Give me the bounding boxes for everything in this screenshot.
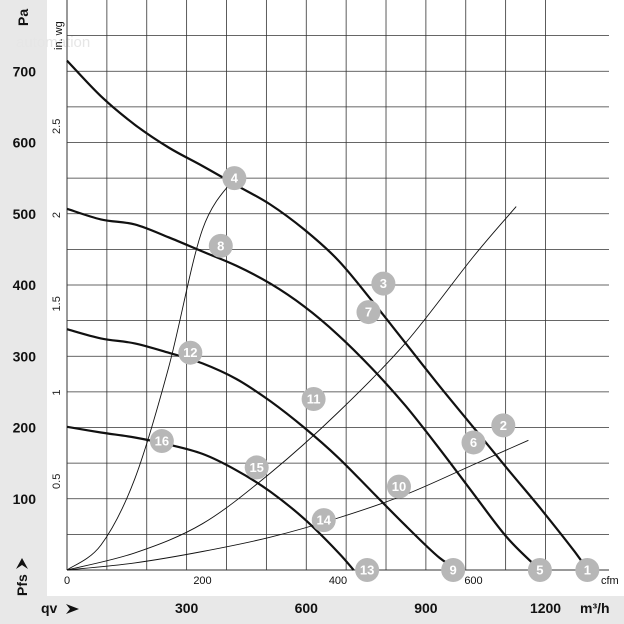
system-curve-2: [66, 206, 517, 571]
fan-curve-1: [66, 59, 589, 571]
y-secondary-tick-label: 1: [51, 389, 63, 395]
marker-circle: [178, 340, 203, 365]
marker-label: 7: [365, 305, 372, 320]
x-secondary-tick-label: 0: [64, 575, 70, 587]
x-tick-label: 900: [414, 600, 438, 616]
marker-label: 3: [380, 276, 387, 291]
marker-circle: [301, 387, 326, 411]
marker-label: 5: [536, 563, 543, 578]
y-secondary-tick-label: 2: [51, 212, 63, 218]
y-axis-arrow-icon: [16, 558, 28, 569]
watermark: automation: [16, 34, 90, 51]
marker-2: 2: [491, 413, 516, 438]
x-secondary-tick-label: 600: [464, 575, 482, 587]
marker-circle: [575, 558, 600, 582]
marker-circle: [355, 558, 380, 582]
marker-label: 11: [307, 392, 321, 407]
y-secondary-unit-label: in. wg: [53, 21, 65, 50]
marker-label: 8: [217, 238, 224, 253]
x-secondary-tick-label: 400: [329, 575, 347, 587]
marker-3: 3: [371, 271, 396, 296]
x-tick-label: 600: [295, 600, 319, 616]
marker-circle: [208, 233, 233, 258]
x-tick-label: 300: [175, 600, 199, 616]
marker-4: 4: [222, 166, 247, 191]
marker-circle: [244, 455, 269, 480]
y-unit-label: Pa: [15, 9, 31, 26]
x-axis-arrow-icon: [66, 604, 79, 614]
marker-label: 10: [392, 479, 406, 494]
marker-label: 13: [360, 563, 374, 578]
y-tick-label: 700: [13, 63, 37, 79]
marker-15: 15: [244, 455, 269, 480]
marker-6: 6: [461, 430, 486, 455]
marker-label: 1: [584, 563, 591, 578]
marker-label: 12: [183, 345, 197, 360]
marker-label: 15: [249, 460, 263, 475]
marker-circle: [222, 166, 247, 191]
marker-circle: [441, 558, 466, 582]
fan-curve-2: [66, 207, 541, 571]
y-secondary-tick-label: 2.5: [51, 119, 63, 134]
marker-circle: [491, 413, 516, 438]
marker-label: 9: [450, 563, 457, 578]
marker-13: 13: [355, 558, 380, 582]
bottom-axis-band: [0, 596, 624, 624]
marker-14: 14: [311, 508, 336, 533]
system-curve-1: [66, 175, 237, 571]
marker-circle: [461, 430, 486, 455]
marker-label: 16: [155, 434, 169, 449]
tick-labels: 100 200 300 400 500 600 700 0.5 1 1.5 2 2.5 0 200 400 6…: [13, 63, 562, 616]
x-secondary-tick-label: 200: [193, 575, 211, 587]
y-axis-label: Pfs: [14, 574, 30, 596]
marker-10: 10: [386, 474, 411, 499]
left-axis-band: [0, 0, 47, 624]
marker-16: 16: [149, 429, 174, 454]
marker-11: 11: [301, 387, 326, 411]
system-curve-3: [66, 439, 529, 571]
marker-label: 14: [317, 513, 332, 528]
y-tick-label: 300: [13, 348, 37, 364]
y-secondary-tick-label: 1.5: [51, 296, 63, 311]
curves: [66, 59, 589, 571]
marker-7: 7: [356, 300, 381, 325]
y-tick-label: 200: [13, 420, 37, 436]
y-secondary-tick-label: 0.5: [51, 474, 63, 489]
y-tick-label: 600: [13, 135, 37, 151]
marker-label: 2: [500, 418, 507, 433]
marker-8: 8: [208, 233, 233, 258]
marker-circle: [356, 300, 381, 325]
marker-circle: [149, 429, 174, 454]
marker-circle: [386, 474, 411, 499]
y-tick-label: 500: [13, 206, 37, 222]
marker-12: 12: [178, 340, 203, 365]
marker-9: 9: [441, 558, 466, 582]
marker-1: 1: [575, 558, 600, 582]
y-tick-label: 100: [13, 491, 37, 507]
x-tick-label: 1200: [530, 600, 561, 616]
grid: [66, 0, 609, 571]
fan-curve-3: [66, 328, 461, 571]
y-tick-label: 400: [13, 277, 37, 293]
marker-circle: [527, 558, 552, 582]
marker-circle: [311, 508, 336, 533]
fan-curve-4: [66, 425, 355, 571]
marker-label: 6: [470, 435, 477, 450]
marker-5: 5: [527, 558, 552, 582]
x-axis-label: qv: [41, 600, 58, 616]
marker-label: 4: [231, 171, 239, 186]
marker-circle: [371, 271, 396, 296]
x-secondary-unit-label: cfm: [601, 575, 619, 587]
x-unit-label: m³/h: [580, 600, 610, 616]
